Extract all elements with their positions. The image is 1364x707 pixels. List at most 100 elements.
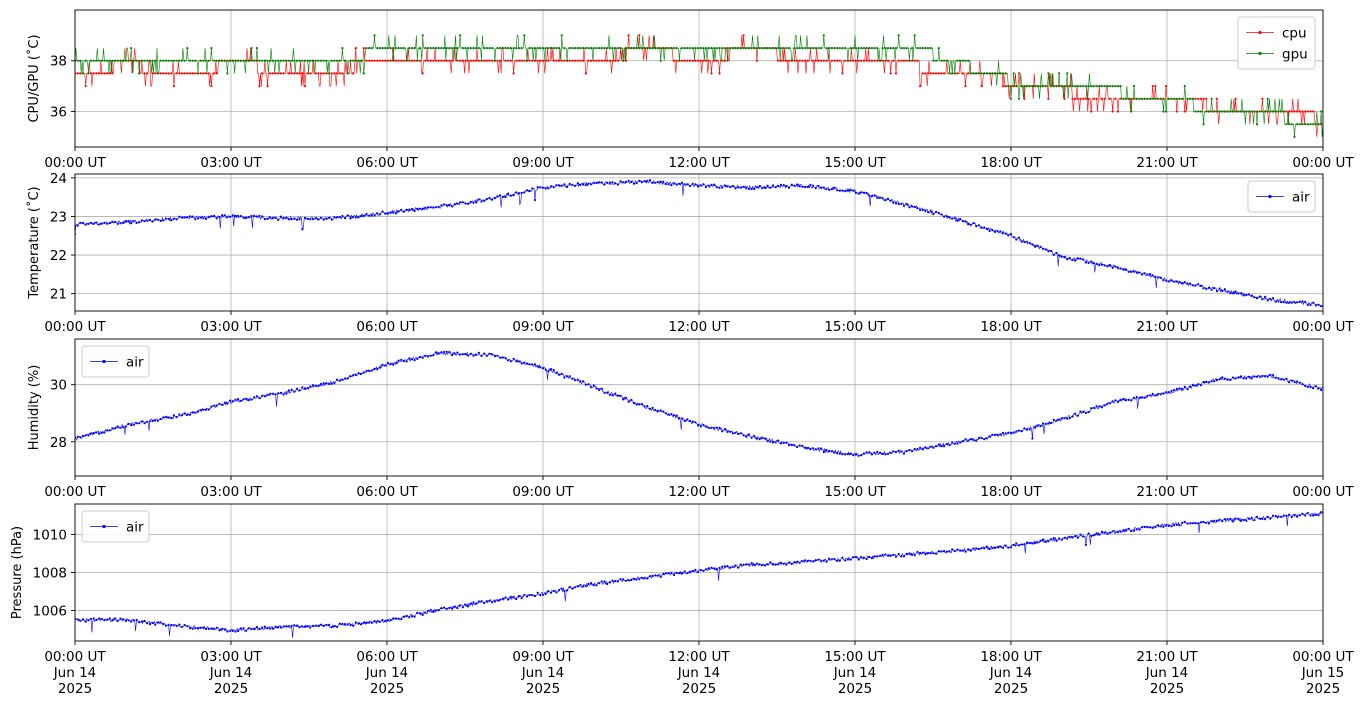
data-point: [389, 211, 392, 214]
data-point: [515, 191, 518, 194]
data-point: [416, 611, 419, 615]
data-point: [429, 354, 432, 357]
data-point: [670, 412, 673, 416]
data-point: [426, 206, 430, 209]
data-point: [445, 204, 448, 207]
data-point: [555, 184, 558, 187]
data-point: [154, 419, 157, 422]
data-point: [782, 184, 785, 187]
data-point: [587, 59, 590, 62]
data-point: [889, 451, 892, 454]
data-point: [929, 209, 932, 212]
data-point: [624, 396, 628, 399]
data-point: [501, 356, 504, 359]
data-point: [972, 72, 975, 75]
data-point: [402, 59, 405, 62]
data-point: [726, 565, 729, 568]
data-point: [750, 47, 753, 50]
data-point: [846, 452, 850, 456]
data-point: [731, 47, 735, 50]
data-point: [870, 59, 874, 62]
data-point: [322, 72, 325, 75]
data-point: [1277, 110, 1280, 113]
data-point: [924, 47, 927, 50]
data-point: [1122, 397, 1125, 401]
data-point: [204, 72, 208, 75]
data-point: [226, 216, 229, 219]
data-point: [1090, 85, 1093, 88]
data-point: [678, 416, 681, 420]
data-point: [972, 438, 975, 441]
data-point: [648, 575, 652, 578]
data-point: [1092, 534, 1095, 537]
data-point: [916, 550, 919, 554]
data-point: [1277, 300, 1280, 303]
data-point: [180, 625, 184, 628]
data-point: [1151, 97, 1154, 100]
data-point: [303, 216, 307, 219]
data-point: [100, 59, 103, 62]
data-point: [852, 454, 855, 457]
data-point: [1076, 85, 1079, 88]
data-point: [1087, 411, 1090, 414]
data-point: [846, 189, 850, 192]
data-point: [1116, 400, 1120, 404]
data-point: [426, 609, 430, 612]
data-point: [777, 59, 780, 62]
data-point: [710, 183, 713, 186]
data-point: [499, 598, 502, 601]
data-point: [143, 422, 146, 425]
data-point: [927, 447, 930, 450]
data-point: [806, 185, 809, 189]
data-point: [389, 362, 392, 365]
data-point: [282, 216, 285, 220]
data-point: [812, 560, 815, 563]
data-point: [1100, 263, 1103, 266]
data-point: [699, 59, 702, 62]
data-point: [512, 47, 515, 50]
data-point: [306, 625, 309, 628]
data-point: [1237, 376, 1240, 379]
data-point: [143, 619, 146, 623]
data-point: [483, 601, 486, 605]
y-tick-label: 38: [50, 54, 67, 70]
data-point: [87, 222, 90, 225]
data-point: [199, 626, 202, 630]
data-point: [852, 47, 855, 50]
data-point: [624, 47, 628, 50]
data-point: [937, 443, 940, 446]
data-point: [456, 607, 459, 610]
data-point: [582, 47, 585, 50]
data-point: [1020, 240, 1023, 243]
data-point: [961, 440, 965, 443]
data-point: [1017, 544, 1021, 547]
data-point: [426, 355, 430, 358]
data-point: [127, 59, 130, 62]
data-point: [76, 59, 79, 62]
data-point: [865, 59, 868, 62]
data-point: [520, 47, 523, 50]
data-point: [1170, 389, 1173, 392]
data-point: [584, 184, 587, 187]
data-point: [1272, 514, 1275, 517]
data-point: [753, 47, 756, 50]
data-point: [1071, 415, 1074, 418]
data-point: [988, 229, 991, 233]
data-point: [627, 34, 630, 37]
data-point: [635, 47, 638, 50]
data-point: [902, 47, 906, 50]
data-point: [908, 206, 911, 209]
data-point: [1052, 85, 1055, 88]
data-point: [814, 448, 817, 451]
data-point: [1004, 232, 1007, 235]
data-point: [408, 59, 411, 62]
data-point: [1098, 405, 1101, 408]
data-point: [919, 551, 922, 555]
data-point: [734, 47, 737, 50]
data-point: [937, 72, 940, 75]
data-point: [237, 629, 240, 633]
data-point: [1001, 546, 1005, 549]
data-point: [600, 387, 603, 390]
data-point: [381, 47, 384, 50]
data-point: [1167, 280, 1170, 283]
